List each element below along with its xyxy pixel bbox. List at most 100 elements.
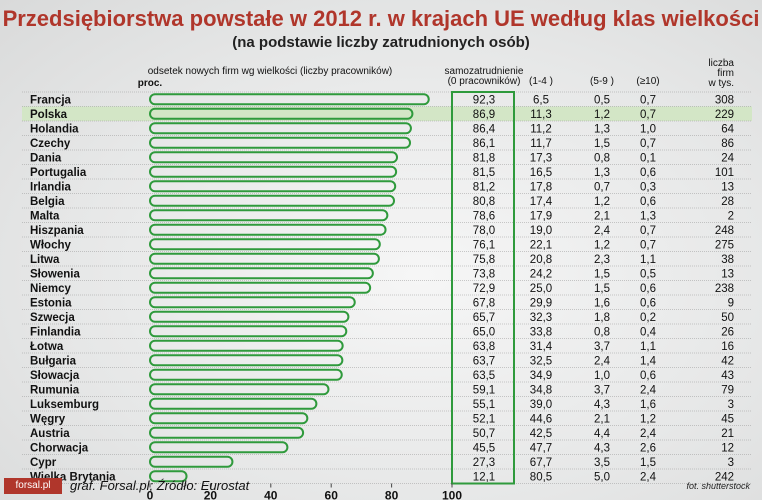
- cell-firms: 12: [721, 442, 734, 454]
- country-label: Irlandia: [30, 181, 72, 193]
- cell-5-9: 1,8: [594, 312, 610, 324]
- cell-firms: 275: [715, 239, 734, 251]
- cell-self: 27,3: [473, 457, 495, 469]
- country-label: Hiszpania: [30, 225, 84, 237]
- cell-firms: 24: [721, 152, 734, 164]
- cell-firms: 13: [721, 181, 734, 193]
- cell-5-9: 1,3: [594, 123, 610, 135]
- column-header-c1_4: (1-4 ): [529, 76, 553, 87]
- cell-self: 63,7: [473, 355, 495, 367]
- cell-firms: 38: [721, 254, 734, 266]
- cell-5-9: 4,3: [594, 399, 610, 411]
- cell-firms: 64: [721, 123, 734, 135]
- column-header-firms: w tys.: [707, 78, 734, 89]
- cell-self: 72,9: [473, 283, 495, 295]
- bar: [149, 426, 305, 439]
- cell-1-4: 44,6: [530, 413, 552, 425]
- bar: [149, 122, 412, 135]
- cell-5-9: 3,7: [594, 384, 610, 396]
- cell-1-4: 17,9: [530, 210, 552, 222]
- cell-10-plus: 2,4: [640, 471, 657, 483]
- cell-firms: 3: [728, 399, 734, 411]
- source-note: graf. Forsal.pl; Źródło: Eurostat: [70, 478, 250, 493]
- column-header-self: samozatrudnienie: [445, 66, 524, 77]
- country-label: Finlandia: [30, 326, 81, 338]
- bar: [149, 209, 389, 222]
- cell-firms: 101: [715, 167, 734, 179]
- country-label: Czechy: [30, 138, 71, 150]
- bar: [149, 151, 399, 164]
- chart-subtitle: (na podstawie liczby zatrudnionych osób): [232, 34, 530, 51]
- cell-1-4: 47,7: [530, 442, 552, 454]
- bar: [149, 180, 397, 193]
- cell-1-4: 34,8: [530, 384, 552, 396]
- country-label: Chorwacja: [30, 442, 89, 454]
- cell-firms: 248: [715, 225, 734, 237]
- bar: [149, 397, 318, 410]
- column-header-c10: (≥10): [636, 76, 659, 87]
- cell-firms: 43: [721, 370, 734, 382]
- bar: [149, 455, 234, 468]
- cell-self: 81,5: [473, 167, 495, 179]
- cell-firms: 79: [721, 384, 734, 396]
- cell-self: 65,7: [473, 312, 495, 324]
- bar-header: odsetek nowych firm wg wielkości (liczby…: [148, 66, 393, 77]
- column-header-self: (0 pracowników): [448, 76, 521, 87]
- country-label: Łotwa: [30, 341, 64, 353]
- cell-self: 75,8: [473, 254, 495, 266]
- cell-1-4: 80,5: [530, 471, 552, 483]
- country-label: Portugalia: [30, 167, 87, 179]
- cell-firms: 50: [721, 312, 734, 324]
- cell-10-plus: 0,7: [640, 138, 656, 150]
- bar: [149, 339, 344, 352]
- column-header-firms: firm: [717, 68, 734, 79]
- country-label: Austria: [30, 428, 70, 440]
- cell-firms: 16: [721, 341, 734, 353]
- cell-1-4: 22,1: [530, 239, 552, 251]
- x-tick-label: 0: [147, 489, 154, 500]
- cell-10-plus: 0,6: [640, 196, 656, 208]
- photo-credit: fot. shutterstock: [686, 481, 750, 491]
- cell-10-plus: 1,6: [640, 399, 656, 411]
- country-label: Luksemburg: [30, 399, 99, 411]
- bar: [149, 93, 430, 106]
- bar: [149, 368, 343, 381]
- cell-5-9: 0,8: [594, 326, 610, 338]
- cell-self: 50,7: [473, 428, 495, 440]
- cell-10-plus: 1,3: [640, 210, 656, 222]
- cell-1-4: 67,7: [530, 457, 552, 469]
- country-label: Szwecja: [30, 312, 75, 324]
- bar: [149, 165, 398, 178]
- cell-self: 92,3: [473, 94, 495, 106]
- cell-firms: 45: [721, 413, 734, 425]
- cell-1-4: 31,4: [530, 341, 553, 353]
- bar: [149, 238, 381, 251]
- cell-5-9: 4,3: [594, 442, 610, 454]
- cell-5-9: 1,5: [594, 138, 610, 150]
- country-label: Węgry: [30, 413, 66, 425]
- cell-self: 63,5: [473, 370, 495, 382]
- cell-self: 76,1: [473, 239, 495, 251]
- cell-10-plus: 0,3: [640, 181, 656, 193]
- cell-self: 80,8: [473, 196, 495, 208]
- country-label: Włochy: [30, 239, 71, 251]
- cell-10-plus: 1,1: [640, 254, 656, 266]
- bar: [149, 281, 372, 294]
- cell-1-4: 20,8: [530, 254, 552, 266]
- x-tick-label: 20: [204, 489, 218, 500]
- cell-firms: 3: [728, 457, 734, 469]
- bar: [149, 310, 350, 323]
- country-label: Dania: [30, 152, 62, 164]
- cell-1-4: 33,8: [530, 326, 552, 338]
- cell-1-4: 34,9: [530, 370, 552, 382]
- cell-1-4: 6,5: [533, 94, 549, 106]
- bar: [149, 412, 309, 425]
- cell-1-4: 42,5: [530, 428, 552, 440]
- cell-self: 12,1: [473, 471, 495, 483]
- bar: [149, 296, 356, 309]
- cell-firms: 21: [721, 428, 734, 440]
- country-label: Estonia: [30, 297, 72, 309]
- cell-5-9: 1,2: [594, 239, 610, 251]
- cell-1-4: 17,4: [530, 196, 553, 208]
